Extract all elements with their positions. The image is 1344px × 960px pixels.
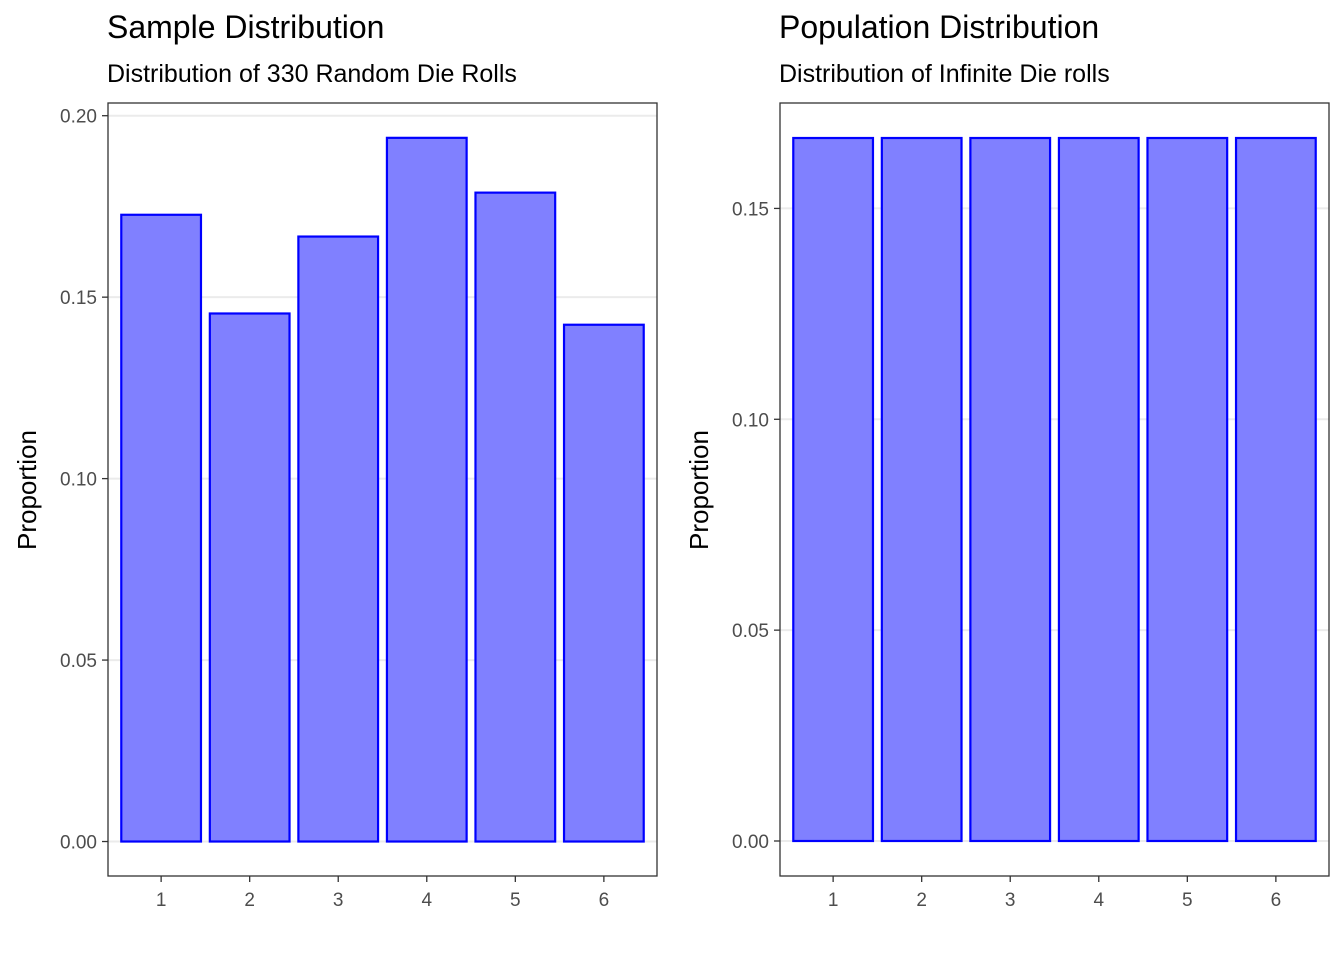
plot-area: 0.00 0.05 0.10 0.15 0.20 1 2 3 4 5 6 [60, 102, 658, 911]
chart-subtitle: Distribution of Infinite Die rolls [779, 60, 1110, 88]
plot-area: 0.00 0.05 0.10 0.15 1 2 3 4 5 6 [732, 102, 1330, 911]
bar-5 [474, 191, 557, 843]
x-tick-label: 1 [828, 890, 839, 911]
y-tick-label: 0.15 [732, 199, 769, 220]
panel-border [779, 102, 1330, 877]
x-tick-label: 5 [510, 890, 521, 911]
y-tick-label: 0.00 [60, 833, 97, 854]
chart-subtitle: Distribution of 330 Random Die Rolls [107, 60, 517, 88]
bar-1 [792, 136, 875, 843]
x-tick-label: 2 [244, 890, 255, 911]
chart-panel-population: Population Distribution Distribution of … [684, 9, 1330, 911]
y-axis-label: Proportion [684, 430, 714, 550]
chart-title: Sample Distribution [107, 9, 384, 45]
x-tick-label: 4 [421, 890, 432, 911]
bar-6 [1234, 136, 1317, 843]
bar-4 [385, 136, 468, 843]
y-tick-label: 0.10 [732, 410, 769, 431]
x-tick-label: 1 [156, 890, 167, 911]
bar-2 [208, 312, 291, 843]
y-tick-label: 0.05 [60, 651, 97, 672]
x-tick-label: 6 [1271, 890, 1282, 911]
y-tick-label: 0.00 [732, 832, 769, 853]
panel-border [107, 102, 658, 877]
x-tick-label: 2 [916, 890, 927, 911]
x-tick-label: 3 [333, 890, 344, 911]
y-tick-label: 0.10 [60, 470, 97, 491]
bar-1 [120, 213, 203, 843]
x-tick-label: 5 [1182, 890, 1193, 911]
bar-2 [880, 136, 963, 843]
bar-4 [1057, 136, 1140, 843]
chart-title: Population Distribution [779, 9, 1099, 45]
bar-3 [297, 235, 380, 843]
y-tick-label: 0.20 [60, 107, 97, 128]
bar-5 [1146, 136, 1229, 843]
y-tick-label: 0.05 [732, 621, 769, 642]
x-tick-label: 6 [599, 890, 610, 911]
bar-6 [562, 323, 645, 843]
x-tick-label: 3 [1005, 890, 1016, 911]
chart-panel-sample: Sample Distribution Distribution of 330 … [12, 9, 658, 911]
bar-3 [969, 136, 1052, 843]
y-axis-label: Proportion [12, 430, 42, 550]
y-tick-label: 0.15 [60, 288, 97, 309]
x-tick-label: 4 [1093, 890, 1104, 911]
